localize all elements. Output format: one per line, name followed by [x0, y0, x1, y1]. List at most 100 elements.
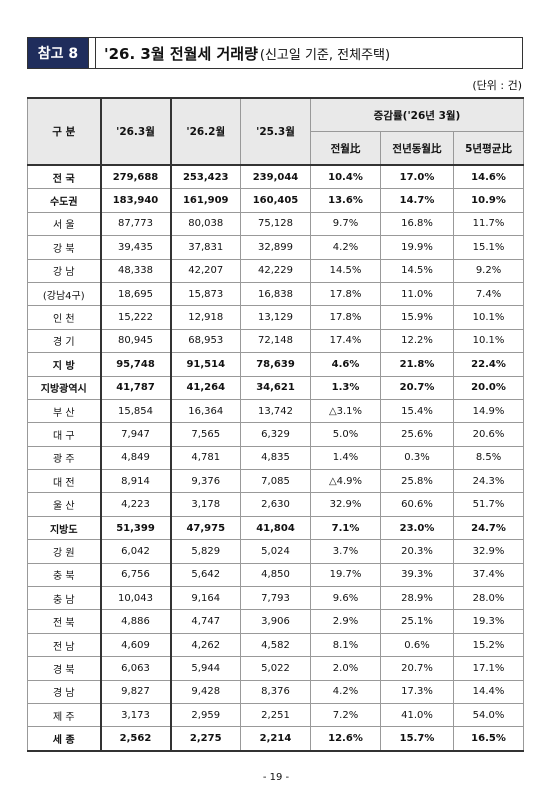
table-cell: 19.7% [310, 562, 381, 588]
table-cell: 16.8% [380, 211, 454, 237]
table-cell: 19.9% [380, 235, 454, 260]
column-header: '26.3월 [99, 97, 172, 166]
header-separator [89, 38, 96, 68]
table-cell: 7.4% [452, 281, 525, 307]
header-subtitle: (신고일 기준, 전체주택) [259, 47, 391, 63]
table-cell: 48,338 [99, 258, 172, 283]
table-cell: 1.4% [310, 445, 381, 471]
table-cell: 279,688 [99, 164, 172, 190]
table-row: 충 남 10,043 9,164 7,793 9.6% 28.9% 28.0% [27, 586, 525, 611]
subcolumn-header: 5년평균比 [452, 131, 525, 166]
table-cell: 9,428 [170, 679, 241, 704]
table-cell: 39.3% [380, 562, 454, 588]
table-cell: 9.2% [452, 258, 525, 283]
row-label: 지방도 [27, 515, 101, 541]
table-cell: 25.1% [380, 609, 454, 634]
table-cell: 183,940 [99, 188, 172, 213]
table-cell: 0.3% [380, 445, 454, 471]
table-cell: 16.5% [452, 726, 525, 752]
table-cell: 4.2% [310, 235, 381, 260]
row-label: 강 남 [27, 258, 101, 283]
table-cell: 47,975 [170, 515, 241, 541]
table-cell: 54.0% [452, 702, 525, 728]
table-cell: 5,642 [170, 562, 241, 588]
table-cell: 5,024 [240, 539, 311, 564]
table-row: 대 구 7,947 7,565 6,329 5.0% 25.6% 20.6% [27, 422, 525, 447]
table-cell: 9,164 [170, 586, 241, 611]
table-cell: 18,695 [99, 281, 172, 307]
table-row: 인 천 15,222 12,918 13,129 17.8% 15.9% 10.1% [27, 305, 525, 330]
table-cell: 37.4% [452, 562, 525, 588]
table-cell: 6,063 [99, 656, 172, 681]
row-label: 강 원 [27, 539, 101, 564]
table-cell: 4,582 [240, 632, 311, 658]
table-cell: 7,793 [240, 586, 311, 611]
table-cell: 13.6% [310, 188, 381, 213]
table-cell: 39,435 [99, 235, 172, 260]
table-cell: 2,959 [170, 702, 241, 728]
table-cell: 8,914 [99, 469, 172, 494]
table-cell: 4,850 [240, 562, 311, 588]
table-cell: 4,835 [240, 445, 311, 471]
table-cell: 19.3% [452, 609, 525, 634]
table-cell: 22.4% [452, 352, 525, 377]
table-row: 지방도 51,399 47,975 41,804 7.1% 23.0% 24.7% [27, 515, 525, 541]
row-label: 경 북 [27, 656, 101, 681]
table-cell: 14.5% [310, 258, 381, 283]
table-cell: 68,953 [170, 328, 241, 354]
table-cell: 4,609 [99, 632, 172, 658]
table-cell: 20.0% [452, 375, 525, 400]
table-cell: 11.7% [452, 211, 525, 237]
table-cell: 17.3% [380, 679, 454, 704]
table-cell: 32.9% [452, 539, 525, 564]
table-cell: 32,899 [240, 235, 311, 260]
table-cell: 20.7% [380, 375, 454, 400]
table-cell: 2.0% [310, 656, 381, 681]
table-cell: 2,275 [170, 726, 241, 752]
table-cell: 24.7% [452, 515, 525, 541]
table-cell: 14.7% [380, 188, 454, 213]
table-cell: 7,085 [240, 469, 311, 494]
table-cell: 4.2% [310, 679, 381, 704]
table-cell: 20.7% [380, 656, 454, 681]
table-cell: 17.0% [380, 164, 454, 190]
table-row: 광 주 4,849 4,781 4,835 1.4% 0.3% 8.5% [27, 445, 525, 471]
table-cell: 4,747 [170, 609, 241, 634]
table-cell: 3,178 [170, 492, 241, 517]
table-row: 부 산 15,854 16,364 13,742 △3.1% 15.4% 14.9% [27, 398, 525, 424]
row-label: 충 남 [27, 586, 101, 611]
table-cell: 14.6% [452, 164, 525, 190]
row-label: 서 울 [27, 211, 101, 237]
table-row: 지방광역시 41,787 41,264 34,621 1.3% 20.7% 20.0% [27, 375, 525, 400]
table-cell: 91,514 [170, 352, 241, 377]
table-cell: △3.1% [310, 398, 381, 424]
table-cell: 17.8% [310, 305, 381, 330]
table-cell: 14.5% [380, 258, 454, 283]
table-row: (강남4구) 18,695 15,873 16,838 17.8% 11.0% 7.4% [27, 281, 525, 307]
table-cell: 7.1% [310, 515, 381, 541]
table-row: 강 원 6,042 5,829 5,024 3.7% 20.3% 32.9% [27, 539, 525, 564]
row-label: 강 북 [27, 235, 101, 260]
table-cell: 10.9% [452, 188, 525, 213]
row-label: 제 주 [27, 702, 101, 728]
column-header: '26.2월 [170, 97, 241, 166]
table-cell: 5.0% [310, 422, 381, 447]
row-label: 세 종 [27, 726, 101, 752]
table-cell: 17.4% [310, 328, 381, 354]
subcolumn-header: 전월比 [310, 131, 381, 166]
table-cell: 15.9% [380, 305, 454, 330]
table-cell: 80,038 [170, 211, 241, 237]
header-label: 참고 8 [28, 38, 89, 68]
table-row: 서 울 87,773 80,038 75,128 9.7% 16.8% 11.7% [27, 211, 525, 237]
table-cell: 51,399 [99, 515, 172, 541]
row-label: 경 기 [27, 328, 101, 354]
table-cell: 15,854 [99, 398, 172, 424]
table-cell: 2.9% [310, 609, 381, 634]
table-cell: 25.6% [380, 422, 454, 447]
table-cell: 23.0% [380, 515, 454, 541]
table-row: 강 남 48,338 42,207 42,229 14.5% 14.5% 9.2% [27, 258, 525, 283]
row-label: 충 북 [27, 562, 101, 588]
table-cell: 4,223 [99, 492, 172, 517]
table-cell: 2,562 [99, 726, 172, 752]
